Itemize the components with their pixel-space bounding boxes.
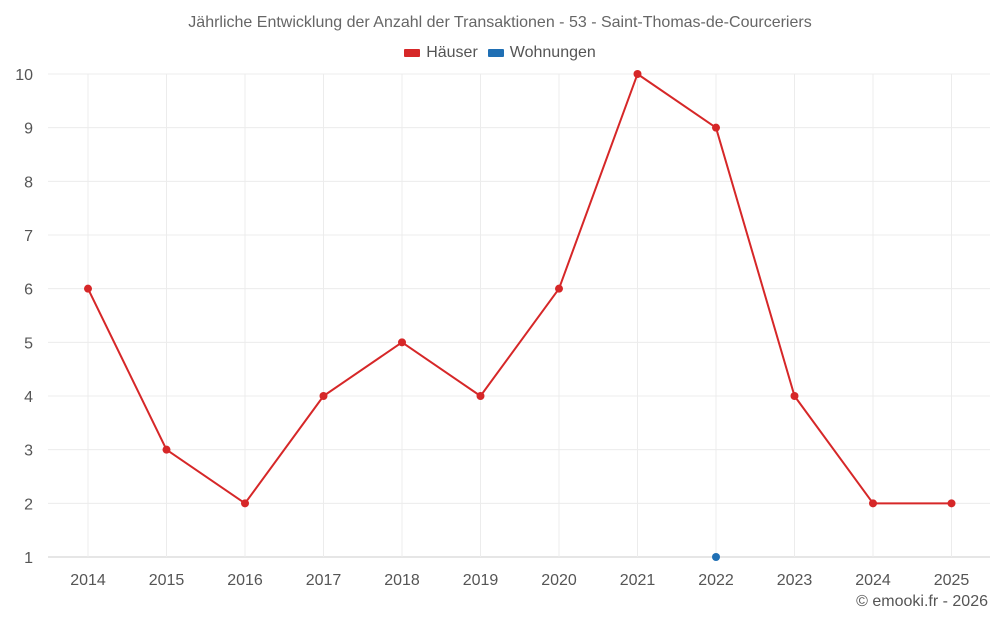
x-tick-label: 2020 (541, 572, 577, 589)
legend-swatch-houses (404, 49, 421, 57)
y-tick-label: 4 (24, 389, 33, 406)
y-tick-label: 10 (15, 67, 33, 84)
copyright-text: © emooki.fr - 2026 (856, 593, 988, 610)
y-tick-label: 3 (24, 443, 33, 460)
y-tick-label: 9 (24, 121, 33, 138)
data-point-houses (319, 392, 328, 400)
y-tick-label: 6 (24, 282, 33, 299)
legend-label-apartments: Wohnungen (509, 44, 596, 61)
data-point-houses (869, 499, 877, 508)
data-point-houses (398, 338, 406, 347)
x-tick-label: 2021 (620, 572, 656, 589)
grid (48, 73, 990, 558)
x-tick-label: 2015 (149, 572, 185, 589)
data-point-houses (241, 499, 249, 508)
y-tick-label: 5 (24, 335, 33, 352)
series-layer (84, 70, 956, 561)
y-tick-label: 7 (24, 228, 33, 245)
data-point-apartments (712, 553, 720, 561)
legend-label-houses: Häuser (426, 44, 478, 61)
chart-title: Jährliche Entwicklung der Anzahl der Tra… (188, 14, 812, 31)
x-tick-label: 2023 (777, 572, 813, 589)
y-tick-label: 1 (24, 550, 33, 567)
x-tick-label: 2022 (698, 572, 734, 589)
x-tick-label: 2014 (70, 572, 106, 589)
legend-item-apartments[interactable]: Wohnungen (487, 44, 596, 62)
x-tick-label: 2025 (934, 572, 970, 589)
x-tick-label: 2018 (384, 572, 420, 589)
data-point-houses (162, 445, 171, 454)
data-point-houses (476, 392, 485, 400)
data-point-houses (712, 123, 720, 132)
y-axis-ticks: 1 2 3 4 5 6 7 8 9 10 (15, 67, 33, 567)
data-point-houses (633, 70, 642, 78)
y-tick-label: 2 (24, 496, 33, 513)
legend-item-houses[interactable]: Häuser (404, 44, 478, 62)
data-point-houses (84, 284, 92, 293)
data-point-houses (555, 284, 563, 293)
legend-swatch-apartments (487, 49, 504, 57)
x-axis-ticks: 2014 2015 2016 2017 2018 2019 2020 2021 2022 2023… (70, 572, 969, 589)
y-tick-label: 8 (24, 174, 33, 191)
x-tick-label: 2017 (306, 572, 342, 589)
x-tick-label: 2024 (855, 572, 891, 589)
x-tick-label: 2016 (227, 572, 263, 589)
data-point-houses (947, 499, 956, 508)
data-point-houses (790, 392, 799, 400)
legend: Häuser Wohnungen (0, 44, 1000, 62)
x-tick-label: 2019 (463, 572, 499, 589)
series-line-houses (87, 73, 952, 505)
